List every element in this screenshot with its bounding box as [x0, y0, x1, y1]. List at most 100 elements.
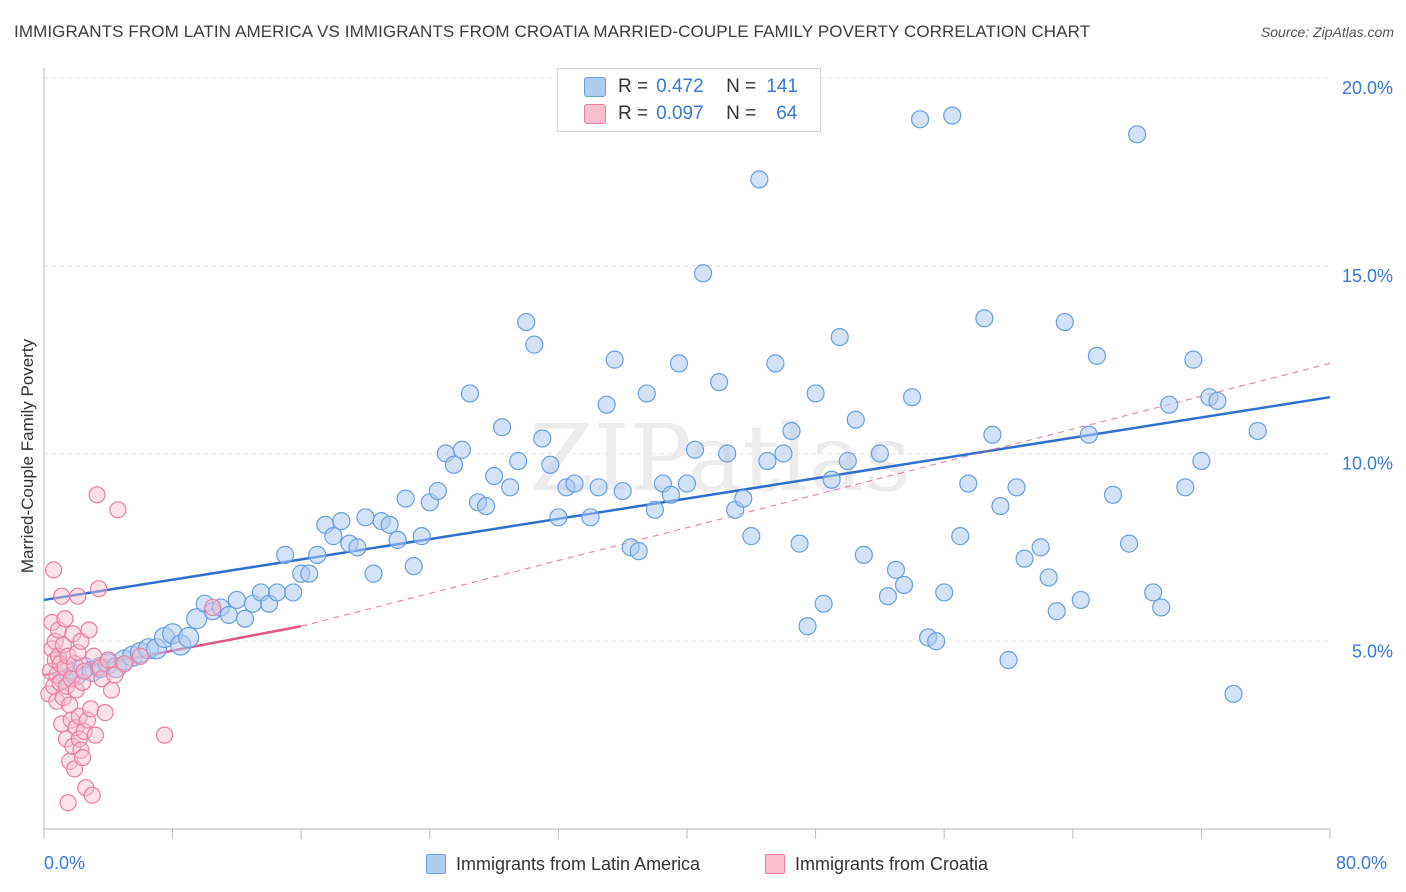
legend-r-value: 0.472: [656, 76, 704, 97]
point-latin-america: [943, 106, 962, 125]
point-croatia: [131, 647, 150, 665]
point-latin-america: [404, 557, 423, 576]
legend-n-label: N =: [726, 103, 757, 124]
point-croatia: [86, 726, 105, 744]
point-croatia: [73, 749, 92, 767]
point-latin-america: [444, 455, 464, 474]
point-latin-america: [838, 451, 857, 471]
bottom-legend-latin-america[interactable]: Immigrants from Latin America: [426, 852, 700, 876]
point-latin-america: [493, 418, 512, 437]
point-latin-america: [1160, 395, 1179, 414]
point-latin-america: [677, 474, 697, 493]
point-latin-america: [1224, 684, 1243, 703]
point-latin-america: [959, 474, 978, 493]
point-latin-america: [227, 590, 246, 610]
point-latin-america: [605, 350, 624, 369]
point-latin-america: [766, 354, 785, 373]
point-latin-america: [734, 489, 753, 508]
point-latin-america: [517, 312, 536, 332]
legend-row-croatia: R = 0.097 N = 64: [584, 101, 797, 127]
point-latin-america: [645, 500, 664, 519]
legend-swatch-pink: [765, 854, 785, 874]
point-latin-america: [742, 527, 761, 546]
point-croatia: [78, 711, 97, 729]
point-latin-america: [324, 527, 343, 546]
point-croatia: [90, 580, 108, 598]
correlation-legend: R = 0.472 N = 141 R = 0.097 N = 64: [557, 68, 821, 132]
point-croatia: [96, 703, 114, 722]
point-latin-america: [1071, 590, 1090, 610]
point-latin-america: [597, 395, 616, 414]
point-latin-america: [1079, 425, 1098, 444]
trend-line-croatia-extension: [301, 362, 1331, 627]
chart-title: IMMIGRANTS FROM LATIN AMERICA VS IMMIGRA…: [14, 22, 1091, 41]
legend-label: Immigrants from Latin America: [456, 853, 701, 874]
point-croatia: [109, 501, 127, 519]
point-latin-america: [710, 373, 729, 392]
legend-swatch-pink: [584, 104, 606, 124]
legend-r-value: 0.097: [656, 103, 704, 124]
legend-swatch-blue: [426, 854, 446, 874]
trend-line-latin-america: [43, 395, 1331, 602]
point-latin-america: [186, 608, 208, 630]
point-latin-america: [854, 545, 873, 564]
point-latin-america: [284, 583, 303, 602]
point-croatia: [82, 700, 100, 718]
point-latin-america: [533, 429, 552, 448]
point-latin-america: [894, 575, 914, 595]
point-latin-america: [758, 451, 777, 471]
point-latin-america: [1087, 346, 1107, 365]
y-axis-title: Married-Couple Family Poverty: [18, 338, 37, 574]
point-croatia: [59, 794, 77, 812]
point-latin-america: [1047, 602, 1066, 621]
point-latin-america: [870, 444, 890, 463]
point-latin-america: [629, 542, 648, 561]
point-latin-america: [718, 444, 737, 463]
point-latin-america: [501, 478, 520, 497]
point-latin-america: [1031, 538, 1050, 557]
point-latin-america: [267, 583, 287, 602]
point-croatia: [61, 696, 79, 714]
point-croatia: [75, 722, 93, 740]
point-latin-america: [1127, 125, 1147, 144]
point-latin-america: [878, 587, 898, 606]
point-latin-america: [774, 444, 793, 463]
y-tick-label: 20.0%: [1342, 78, 1393, 98]
point-latin-america: [693, 264, 713, 283]
point-latin-america: [902, 388, 922, 407]
point-latin-america: [886, 560, 906, 580]
point-latin-america: [798, 617, 817, 636]
point-latin-america: [485, 466, 504, 486]
point-croatia: [69, 587, 87, 605]
point-latin-america: [276, 545, 295, 564]
point-latin-america: [983, 425, 1002, 444]
point-latin-america: [1208, 391, 1227, 411]
y-tick-label: 5.0%: [1352, 641, 1393, 661]
legend-row-latin-america: R = 0.472 N = 141: [584, 74, 798, 100]
point-latin-america: [509, 451, 528, 471]
point-latin-america: [790, 534, 809, 553]
point-latin-america: [910, 110, 930, 129]
point-croatia: [155, 726, 174, 744]
point-latin-america: [452, 440, 472, 459]
point-latin-america: [332, 511, 351, 531]
legend-label: Immigrants from Croatia: [795, 853, 989, 874]
point-latin-america: [364, 564, 383, 583]
point-latin-america: [549, 508, 568, 527]
point-latin-america: [1144, 583, 1163, 602]
point-latin-america: [830, 327, 849, 347]
legend-swatch-blue: [584, 77, 606, 97]
point-croatia: [80, 621, 98, 639]
point-latin-america: [356, 508, 375, 527]
point-latin-america: [1039, 568, 1058, 587]
point-latin-america: [991, 496, 1010, 516]
legend-n-value: 64: [776, 103, 798, 124]
point-croatia: [93, 670, 111, 688]
point-latin-america: [476, 496, 496, 516]
point-latin-america: [581, 508, 600, 527]
point-latin-america: [300, 564, 319, 583]
bottom-legend-croatia[interactable]: Immigrants from Croatia: [765, 852, 988, 876]
point-latin-america: [396, 489, 415, 508]
point-croatia: [54, 636, 72, 654]
y-tick-label: 15.0%: [1342, 266, 1393, 286]
